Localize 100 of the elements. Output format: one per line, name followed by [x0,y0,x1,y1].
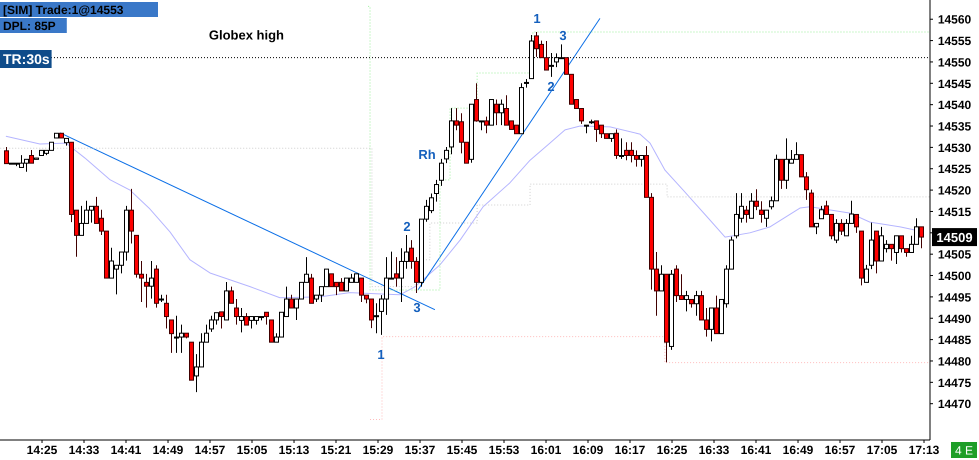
candlestick [494,99,499,126]
y-tick-label: 14535 [938,120,972,134]
y-tick-label: 14560 [938,12,972,27]
candlestick [919,226,924,249]
candlestick [499,99,504,126]
candlestick [149,260,154,300]
candlestick [694,290,699,316]
annotation: Rh [418,147,436,162]
y-tick-label: 14485 [938,333,972,348]
candlestick [164,294,169,330]
candlestick [754,188,759,211]
text: 4 E [954,444,974,458]
x-tick-label: 14:41 [110,443,142,457]
annotation: TR:30s [3,51,50,67]
x-tick-label: 14:25 [26,443,58,457]
candlestick [29,149,34,164]
candlestick [169,319,174,354]
y-tick-label: 14490 [938,312,972,326]
candlestick [269,319,274,343]
y-tick-label: 14520 [938,184,972,198]
y-tick-label: 14545 [938,76,972,91]
annotation: 1 [533,11,541,26]
candlestick [659,264,664,292]
candlestick [819,205,824,220]
ref-line-label: Globex high [208,28,284,43]
x-tick-label: 15:21 [320,443,352,457]
x-tick-label: 17:13 [908,443,940,457]
y-tick-label: 14495 [938,290,972,304]
y-tick-label: 14470 [938,397,972,412]
x-tick-label: 16:49 [782,443,814,457]
x-tick-label: 15:13 [278,443,310,457]
y-tick-label: 14500 [938,269,972,284]
y-tick-label: 14530 [938,140,972,155]
candlestick [239,308,244,333]
x-tick-label: 14:33 [68,443,100,457]
y-tick-label: 14525 [938,162,972,176]
candlestick [479,120,484,131]
annotation: [SIM] Trade:1@14553 [3,3,124,17]
annotation: 1 [377,347,385,362]
candlestick [264,312,269,326]
x-tick-label: 17:05 [866,443,898,457]
candlestick [474,82,479,122]
y-tick-label: 14480 [938,354,972,368]
candlestick [749,192,754,219]
x-tick-label: 15:45 [446,443,478,457]
x-tick-label: 16:57 [824,443,856,457]
candlestick [779,158,784,190]
x-tick-label: 14:57 [194,443,226,457]
x-tick-label: 15:29 [362,443,394,457]
candlestick [759,200,764,224]
candlestick [219,311,224,330]
candlestick [744,205,749,224]
candlestick [834,218,839,244]
candlestick [4,146,9,164]
x-tick-label: 15:53 [488,443,520,457]
candlestick [444,146,449,164]
candlestick [144,273,149,308]
candlestick [684,290,689,312]
candlestick [244,312,249,326]
candlestick [484,116,489,134]
x-tick-label: 16:41 [740,443,772,457]
y-tick-label: 14505 [938,248,972,262]
x-tick-label: 16:09 [572,443,604,457]
candlestick [764,210,769,228]
candlestick [229,286,234,304]
candlestick [814,222,819,235]
annotation: 2 [547,79,555,94]
candlestick [434,179,439,202]
candlestick [709,308,714,342]
x-tick-label: 16:25 [656,443,688,457]
candlestick [439,158,444,186]
annotation: 3 [559,28,567,43]
x-tick-label: 15:37 [404,443,436,457]
y-tick-label: 14555 [938,34,972,48]
x-tick-label: 16:33 [698,443,730,457]
candlestick [639,154,644,168]
y-tick-label: 14515 [938,204,972,219]
annotation: 3 [413,300,421,315]
candlestick [129,188,134,244]
x-tick-label: 15:05 [236,443,268,457]
candlestick [894,235,899,264]
annotation: 2 [403,219,411,234]
candlestick [889,244,894,262]
candlestick [374,302,379,334]
text: 14509 [936,230,973,246]
candlestick [234,298,239,326]
candlestick [864,264,869,283]
x-tick-label: 16:17 [614,443,646,457]
x-tick-label: 14:49 [152,443,184,457]
annotation: DPL: 85P [3,19,56,33]
candlestick [614,128,619,160]
candlestick [854,214,859,234]
candlestick [289,294,294,308]
x-tick-label: 16:01 [530,443,562,457]
candlestick [394,256,399,288]
y-tick-label: 14475 [938,376,972,390]
y-tick-label: 14550 [938,55,972,70]
y-tick-label: 14540 [938,98,972,112]
candlestick [619,138,624,160]
candlestick [839,218,844,236]
